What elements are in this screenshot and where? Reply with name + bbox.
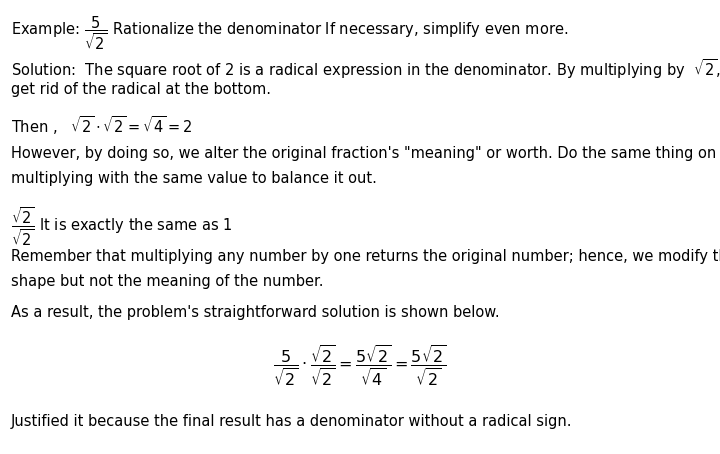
Text: As a result, the problem's straightforward solution is shown below.: As a result, the problem's straightforwa… <box>11 305 500 320</box>
Text: However, by doing so, we alter the original fraction's "meaning" or worth. Do th: However, by doing so, we alter the origi… <box>11 146 720 161</box>
Text: get rid of the radical at the bottom.: get rid of the radical at the bottom. <box>11 82 271 97</box>
Text: Then ,   $\sqrt{2}\cdot\sqrt{2} = \sqrt{4} = 2$: Then , $\sqrt{2}\cdot\sqrt{2} = \sqrt{4}… <box>11 114 192 137</box>
Text: $\dfrac{\sqrt{2}}{\sqrt{2}}$ It is exactly the same as 1: $\dfrac{\sqrt{2}}{\sqrt{2}}$ It is exact… <box>11 205 232 247</box>
Text: Remember that multiplying any number by one returns the original number; hence, : Remember that multiplying any number by … <box>11 249 720 264</box>
Text: shape but not the meaning of the number.: shape but not the meaning of the number. <box>11 274 323 289</box>
Text: Solution:  The square root of 2 is a radical expression in the denominator. By m: Solution: The square root of 2 is a radi… <box>11 57 720 81</box>
Text: $\dfrac{5}{\sqrt{2}}\cdot\dfrac{\sqrt{2}}{\sqrt{2}} = \dfrac{5\sqrt{2}}{\sqrt{4}: $\dfrac{5}{\sqrt{2}}\cdot\dfrac{\sqrt{2}… <box>273 343 447 388</box>
Text: Example: $\dfrac{5}{\sqrt{2}}$ Rationalize the denominator If necessary, simplif: Example: $\dfrac{5}{\sqrt{2}}$ Rationali… <box>11 15 568 52</box>
Text: multiplying with the same value to balance it out.: multiplying with the same value to balan… <box>11 171 377 186</box>
Text: Justified it because the final result has a denominator without a radical sign.: Justified it because the final result ha… <box>11 414 572 429</box>
